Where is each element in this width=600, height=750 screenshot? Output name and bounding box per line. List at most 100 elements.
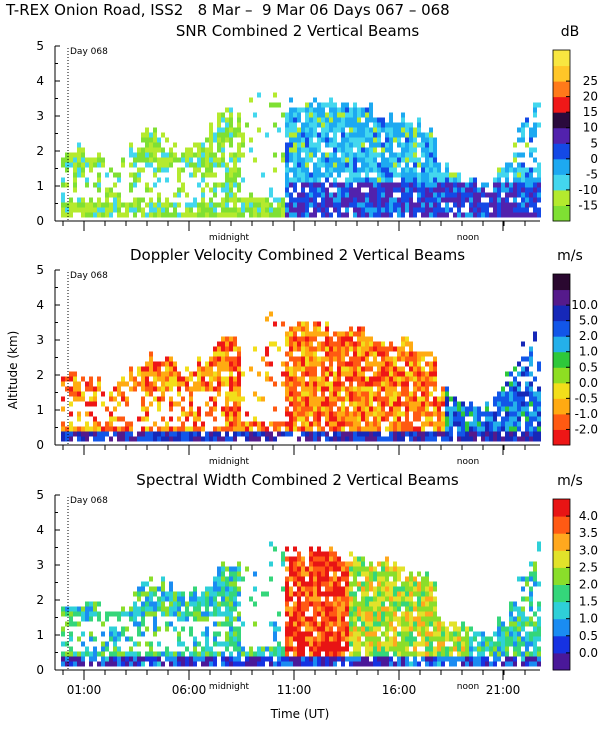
heatmap-cell bbox=[533, 416, 537, 422]
heatmap-cell bbox=[125, 626, 129, 632]
heatmap-cell bbox=[149, 371, 153, 377]
heatmap-cell bbox=[521, 596, 525, 602]
heatmap-cell bbox=[213, 187, 217, 193]
heatmap-cell bbox=[357, 646, 361, 652]
heatmap-cell bbox=[325, 386, 329, 392]
heatmap-cell bbox=[169, 436, 173, 442]
heatmap-cell bbox=[129, 376, 133, 382]
heatmap-cell bbox=[457, 421, 461, 427]
heatmap-cell bbox=[237, 366, 241, 372]
heatmap-cell bbox=[225, 202, 229, 208]
heatmap-cell bbox=[313, 396, 317, 402]
heatmap-cell bbox=[325, 551, 329, 557]
heatmap-cell bbox=[301, 346, 305, 352]
heatmap-cell bbox=[285, 546, 289, 552]
heatmap-cell bbox=[389, 606, 393, 612]
panel-title: SNR Combined 2 Vertical Beams bbox=[176, 22, 419, 40]
heatmap-cell bbox=[521, 212, 525, 218]
colorbar-label: 0.5 bbox=[579, 360, 598, 374]
heatmap-cell bbox=[321, 102, 325, 108]
heatmap-cell bbox=[297, 336, 301, 342]
heatmap-cell bbox=[357, 641, 361, 647]
heatmap-cell bbox=[425, 401, 429, 407]
heatmap-cell bbox=[437, 431, 441, 437]
heatmap-cell bbox=[461, 411, 465, 417]
heatmap-cell bbox=[313, 127, 317, 133]
heatmap-cell bbox=[385, 606, 389, 612]
heatmap-cell bbox=[181, 411, 185, 417]
heatmap-cell bbox=[185, 212, 189, 218]
heatmap-cell bbox=[281, 207, 285, 213]
heatmap-cell bbox=[373, 192, 377, 198]
heatmap-cell bbox=[281, 112, 285, 118]
heatmap-cell bbox=[325, 611, 329, 617]
heatmap-cell bbox=[349, 187, 353, 193]
heatmap-cell bbox=[209, 152, 213, 158]
heatmap-cell bbox=[349, 182, 353, 188]
heatmap-cell bbox=[245, 436, 249, 442]
heatmap-cell bbox=[109, 611, 113, 617]
heatmap-cell bbox=[353, 621, 357, 627]
heatmap-cell bbox=[189, 202, 193, 208]
heatmap-cell bbox=[477, 641, 481, 647]
heatmap-cell bbox=[405, 411, 409, 417]
heatmap-cell bbox=[145, 361, 149, 367]
heatmap-cell bbox=[177, 591, 181, 597]
heatmap-cell bbox=[313, 401, 317, 407]
heatmap-cell bbox=[213, 641, 217, 647]
heatmap-cell bbox=[313, 167, 317, 173]
heatmap-cell bbox=[385, 571, 389, 577]
heatmap-cell bbox=[97, 187, 101, 193]
heatmap-cell bbox=[345, 351, 349, 357]
heatmap-cell bbox=[73, 426, 77, 432]
heatmap-cell bbox=[121, 416, 125, 422]
heatmap-cell bbox=[305, 411, 309, 417]
heatmap-cell bbox=[309, 546, 313, 552]
heatmap-cell bbox=[89, 606, 93, 612]
heatmap-cell bbox=[397, 421, 401, 427]
heatmap-cell bbox=[533, 636, 537, 642]
heatmap-cell bbox=[309, 341, 313, 347]
heatmap-cell bbox=[429, 197, 433, 203]
heatmap-cell bbox=[229, 356, 233, 362]
heatmap-cell bbox=[525, 581, 529, 587]
heatmap-cell bbox=[341, 431, 345, 437]
heatmap-cell bbox=[329, 411, 333, 417]
heatmap-cell bbox=[401, 356, 405, 362]
heatmap-cell bbox=[373, 396, 377, 402]
heatmap-cell bbox=[393, 361, 397, 367]
heatmap-cell bbox=[221, 596, 225, 602]
heatmap-cell bbox=[433, 177, 437, 183]
heatmap-cell bbox=[433, 431, 437, 437]
heatmap-cell bbox=[349, 117, 353, 123]
heatmap-cell bbox=[329, 651, 333, 657]
heatmap-cell bbox=[509, 187, 513, 193]
heatmap-cell bbox=[385, 177, 389, 183]
heatmap-cell bbox=[197, 411, 201, 417]
heatmap-cell bbox=[429, 651, 433, 657]
heatmap-cell bbox=[289, 571, 293, 577]
heatmap-cell bbox=[253, 212, 257, 218]
heatmap-cell bbox=[301, 366, 305, 372]
heatmap-cell bbox=[305, 616, 309, 622]
heatmap-cell bbox=[221, 376, 225, 382]
heatmap-cell bbox=[245, 431, 249, 437]
heatmap-cell bbox=[157, 207, 161, 213]
heatmap-cell bbox=[433, 401, 437, 407]
heatmap-cell bbox=[89, 197, 93, 203]
heatmap-cell bbox=[265, 646, 269, 652]
heatmap-cell bbox=[165, 591, 169, 597]
heatmap-cell bbox=[157, 626, 161, 632]
heatmap-cell bbox=[305, 601, 309, 607]
heatmap-cell bbox=[85, 601, 89, 607]
heatmap-cell bbox=[313, 346, 317, 352]
heatmap-cell bbox=[181, 651, 185, 657]
heatmap-cell bbox=[229, 376, 233, 382]
heatmap-cell bbox=[177, 212, 181, 218]
heatmap-cell bbox=[257, 651, 261, 657]
heatmap-cell bbox=[333, 606, 337, 612]
heatmap-cell bbox=[429, 351, 433, 357]
heatmap-cell bbox=[469, 626, 473, 632]
heatmap-cell bbox=[469, 421, 473, 427]
heatmap-cell bbox=[181, 421, 185, 427]
